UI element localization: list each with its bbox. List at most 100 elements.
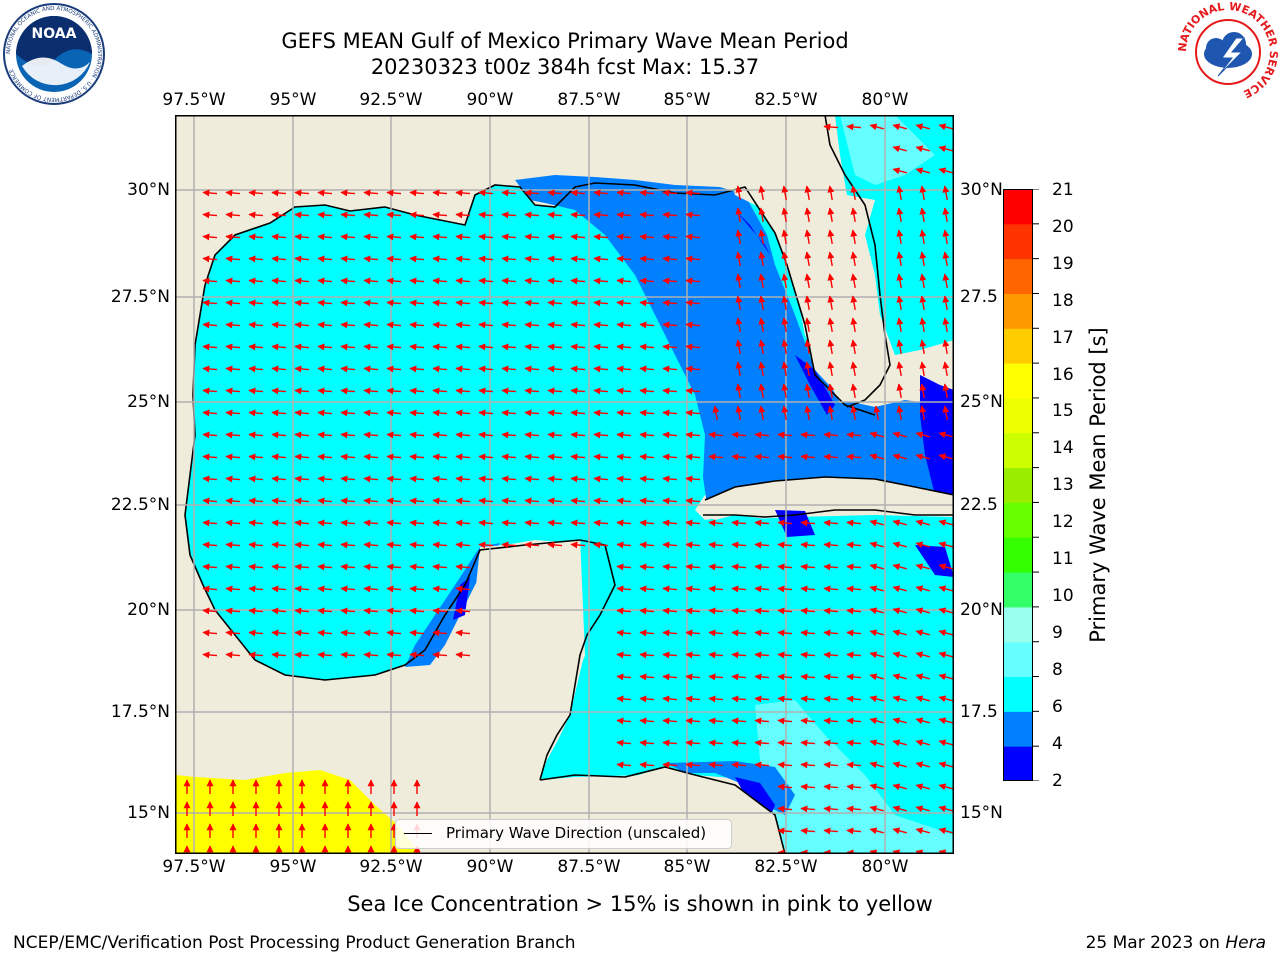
wave-arrow bbox=[800, 607, 816, 615]
wave-arrow bbox=[547, 233, 563, 241]
wave-arrow bbox=[616, 695, 632, 703]
wave-arrow bbox=[570, 189, 586, 197]
wave-arrow bbox=[455, 189, 471, 197]
wave-arrow bbox=[570, 497, 586, 505]
wave-arrow bbox=[731, 761, 747, 769]
wave-arrow bbox=[455, 233, 471, 241]
wave-arrow bbox=[800, 519, 816, 527]
wave-arrow bbox=[685, 277, 701, 285]
wave-arrow bbox=[455, 299, 471, 307]
colorbar-tick: 11 bbox=[1052, 549, 1074, 569]
wave-arrow bbox=[202, 277, 218, 285]
colorbar-segment bbox=[1003, 572, 1033, 608]
wave-arrow bbox=[363, 211, 379, 219]
wave-arrow bbox=[363, 387, 379, 395]
wave-arrow bbox=[409, 255, 425, 263]
wave-arrow bbox=[248, 431, 264, 439]
wave-arrow bbox=[202, 497, 218, 505]
wave-arrow bbox=[363, 409, 379, 417]
wave-arrow bbox=[524, 453, 540, 461]
colorbar-tick: 8 bbox=[1052, 660, 1063, 680]
colorbar-segment bbox=[1003, 432, 1033, 469]
wave-arrow bbox=[524, 189, 540, 197]
wave-arrow bbox=[850, 383, 858, 399]
wave-arrow bbox=[662, 299, 678, 307]
wave-arrow bbox=[938, 761, 953, 769]
wave-arrow bbox=[363, 541, 379, 549]
wave-arrow bbox=[850, 185, 858, 201]
wave-arrow bbox=[869, 541, 884, 549]
wave-arrow bbox=[593, 519, 609, 527]
wave-arrow bbox=[892, 431, 907, 439]
colorbar-tick: 16 bbox=[1052, 365, 1074, 385]
wave-arrow bbox=[800, 783, 816, 791]
wave-arrow bbox=[202, 233, 218, 241]
wave-arrow bbox=[869, 717, 884, 725]
wave-arrow bbox=[386, 629, 402, 637]
wave-arrow bbox=[869, 431, 884, 439]
wave-arrow bbox=[639, 233, 655, 241]
wave-arrow bbox=[501, 321, 517, 329]
wave-arrow bbox=[758, 361, 766, 377]
wave-arrow bbox=[340, 497, 356, 505]
lon-label-top: 87.5°W bbox=[557, 90, 621, 110]
wave-arrow bbox=[846, 651, 862, 659]
wave-arrow bbox=[294, 189, 310, 197]
wave-arrow bbox=[708, 695, 724, 703]
wave-arrow bbox=[547, 431, 563, 439]
wave-arrow bbox=[685, 233, 701, 241]
colorbar-tick: 15 bbox=[1052, 401, 1074, 421]
lon-label-bottom: 80°W bbox=[861, 857, 909, 877]
wave-arrow bbox=[869, 123, 884, 131]
wave-arrow bbox=[317, 343, 333, 351]
wave-arrow bbox=[271, 431, 287, 439]
wave-arrow bbox=[593, 299, 609, 307]
wave-arrow bbox=[386, 365, 402, 373]
colorbar-tick: 10 bbox=[1052, 586, 1074, 606]
wave-arrow bbox=[685, 321, 701, 329]
wave-arrow bbox=[317, 299, 333, 307]
wave-arrow bbox=[938, 431, 953, 439]
wave-arrow bbox=[547, 519, 563, 527]
lat-label-left: 30°N bbox=[127, 180, 170, 200]
wave-arrow bbox=[892, 563, 907, 571]
wave-arrow bbox=[804, 383, 812, 399]
wave-arrow bbox=[639, 343, 655, 351]
wave-arrow bbox=[547, 277, 563, 285]
wave-arrow bbox=[915, 805, 930, 813]
wave-arrow bbox=[616, 453, 632, 461]
wave-arrow bbox=[340, 299, 356, 307]
wave-arrow bbox=[340, 475, 356, 483]
wave-arrow bbox=[432, 409, 448, 417]
wave-arrow bbox=[409, 475, 425, 483]
wave-arrow bbox=[639, 387, 655, 395]
wave-arrow bbox=[896, 317, 904, 333]
wave-arrow bbox=[662, 343, 678, 351]
wave-arrow bbox=[823, 607, 839, 615]
wave-arrow bbox=[225, 343, 241, 351]
wave-arrow bbox=[294, 343, 310, 351]
wave-arrow bbox=[896, 185, 904, 201]
wave-arrow bbox=[340, 519, 356, 527]
wave-arrow bbox=[942, 383, 950, 399]
wave-arrow bbox=[432, 453, 448, 461]
wave-arrow bbox=[225, 563, 241, 571]
wave-arrow bbox=[685, 607, 701, 615]
wave-arrow bbox=[823, 651, 839, 659]
lon-label-bottom: 87.5°W bbox=[557, 857, 621, 877]
wave-arrow bbox=[896, 295, 904, 311]
wave-arrow bbox=[593, 343, 609, 351]
wave-arrow bbox=[616, 607, 632, 615]
wave-arrow bbox=[409, 453, 425, 461]
wave-arrow bbox=[662, 717, 678, 725]
wave-arrow bbox=[754, 739, 770, 747]
wave-arrow bbox=[846, 695, 862, 703]
wave-arrow bbox=[363, 255, 379, 263]
wave-arrow bbox=[409, 299, 425, 307]
wave-arrow bbox=[731, 673, 747, 681]
wave-arrow bbox=[317, 497, 333, 505]
wave-arrow bbox=[225, 233, 241, 241]
wave-arrow bbox=[892, 453, 907, 461]
wave-arrow bbox=[501, 409, 517, 417]
wave-arrow bbox=[225, 321, 241, 329]
